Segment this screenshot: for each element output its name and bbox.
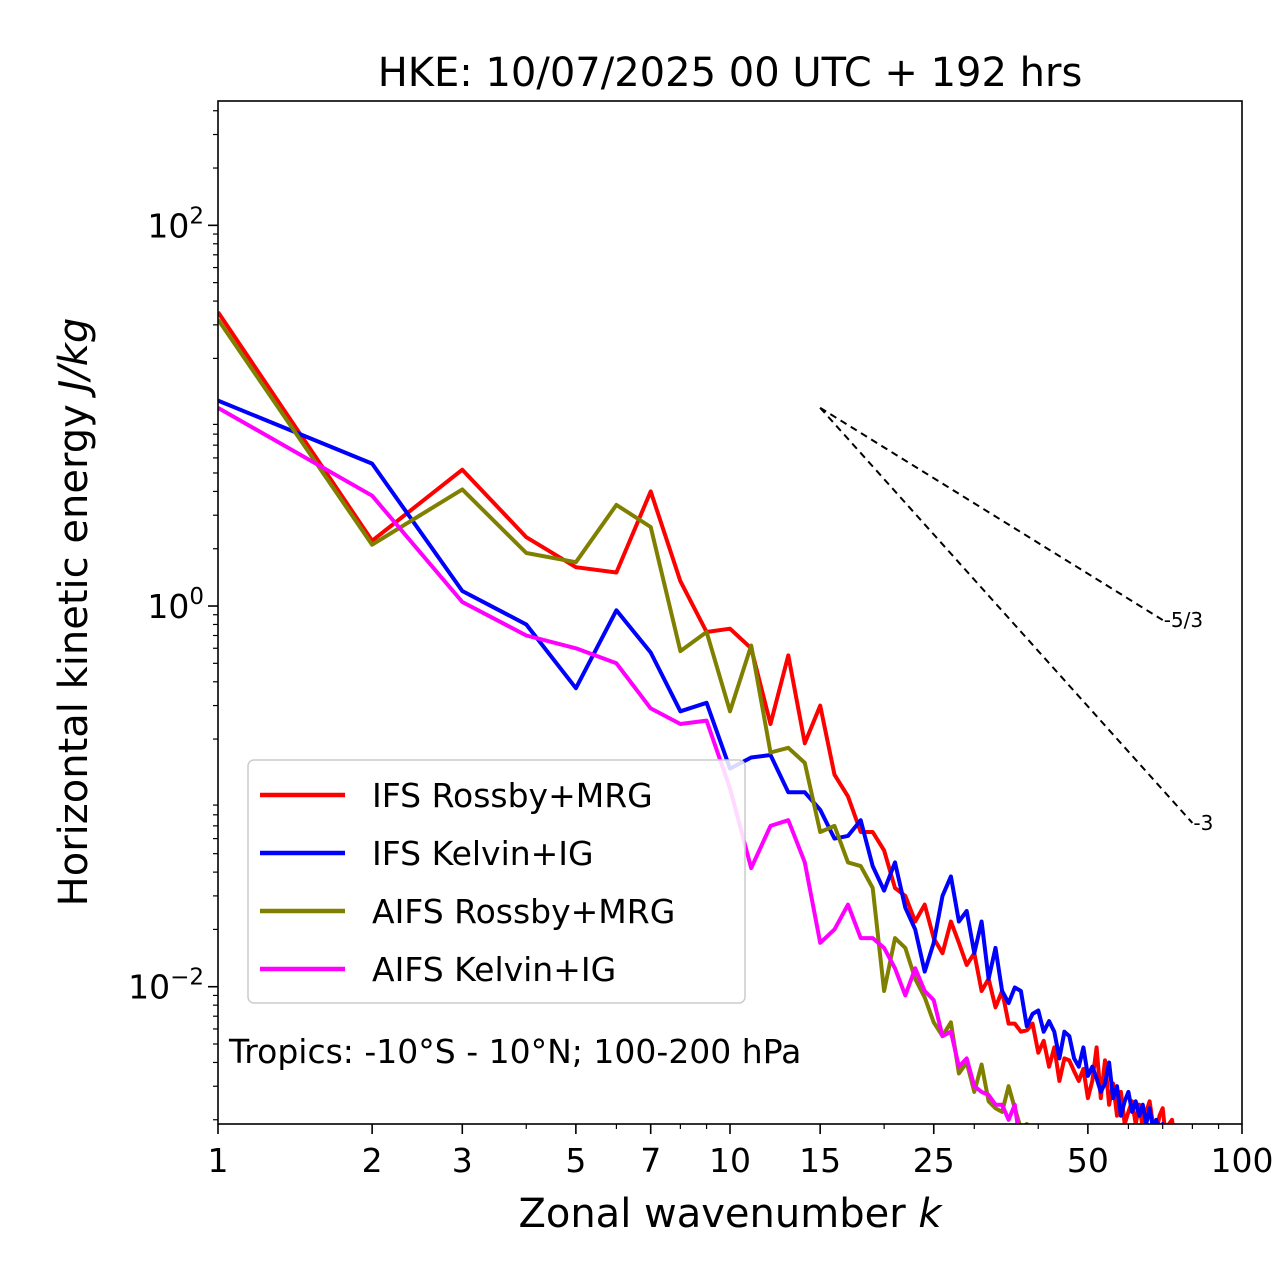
- legend: IFS Rossby+MRG IFS Kelvin+IG AIFS Rossby+M…: [247, 759, 746, 1004]
- y-axis-label: Horizontal kinetic energy J/kg: [51, 318, 97, 907]
- y-tick-label: 102: [147, 203, 204, 245]
- y-tick-label-exp: −2: [170, 965, 204, 991]
- legend-label: IFS Kelvin+IG: [372, 834, 594, 873]
- x-axis-label-text: Zonal wavenumber: [518, 1191, 906, 1237]
- y-tick-label-exp: 0: [189, 584, 204, 610]
- reference-labels: -5/3 -3: [1164, 608, 1214, 835]
- x-axis-ticks: 1 2 3 5 7 10 15 25 50 100: [208, 1124, 1274, 1180]
- series-line: [218, 310, 1175, 1124]
- reference-lines: [819, 406, 1194, 824]
- x-tick-label: 15: [799, 1141, 841, 1180]
- y-axis-label-text: Horizontal kinetic energy: [51, 404, 97, 906]
- x-axis-label: Zonal wavenumber k: [518, 1191, 943, 1237]
- chart-title: HKE: 10/07/2025 00 UTC + 192 hrs: [378, 50, 1083, 96]
- series-line: [218, 318, 1029, 1124]
- x-tick-label: 50: [1067, 1141, 1109, 1180]
- reference-slope-label: -5/3: [1164, 608, 1203, 632]
- x-tick-label: 1: [208, 1141, 229, 1180]
- legend-entries: IFS Rossby+MRG IFS Kelvin+IG AIFS Rossby+M…: [260, 776, 675, 989]
- y-tick-label-base: 10: [128, 968, 170, 1007]
- x-tick-label: 100: [1211, 1141, 1274, 1180]
- legend-box: [247, 759, 746, 1004]
- series-line: [218, 398, 1165, 1124]
- x-tick-label: 25: [913, 1141, 955, 1180]
- reference-slope-line: [819, 407, 1194, 824]
- y-tick-label-base: 10: [147, 206, 189, 245]
- x-tick-label: 10: [709, 1141, 751, 1180]
- legend-label: AIFS Rossby+MRG: [372, 892, 675, 931]
- x-tick-label: 2: [362, 1141, 383, 1180]
- y-tick-label-exp: 2: [189, 203, 204, 229]
- x-axis-label-var: k: [918, 1191, 943, 1237]
- reference-slope-label: -3: [1193, 811, 1213, 835]
- x-tick-label: 5: [565, 1141, 586, 1180]
- region-annotation: Tropics: -10°S - 10°N; 100-200 hPa: [228, 1032, 801, 1071]
- x-tick-label: 7: [640, 1141, 661, 1180]
- x-tick-label: 3: [452, 1141, 473, 1180]
- legend-label: AIFS Kelvin+IG: [372, 950, 616, 989]
- y-axis-label-units: J/kg: [51, 318, 97, 399]
- y-tick-label: 10−2: [128, 965, 204, 1007]
- legend-label: IFS Rossby+MRG: [372, 776, 653, 815]
- y-tick-label: 100: [147, 584, 204, 626]
- y-tick-label-base: 10: [147, 587, 189, 626]
